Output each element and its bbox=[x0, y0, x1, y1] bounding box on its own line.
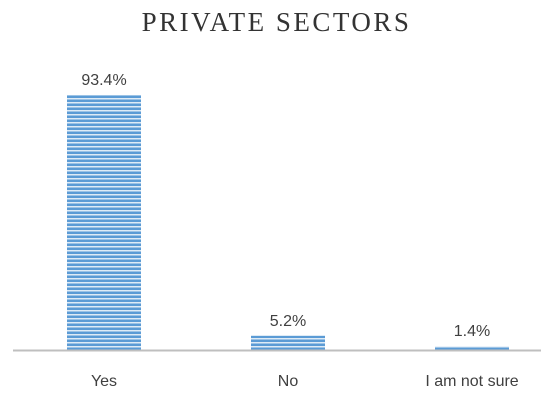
x-tick-label-no: No bbox=[278, 373, 299, 390]
bar-yes bbox=[67, 95, 141, 350]
chart-title: PRIVATE SECTORS bbox=[142, 7, 412, 37]
x-axis-tick-labels: Yes No I am not sure bbox=[91, 373, 519, 390]
bars-layer bbox=[67, 95, 509, 350]
data-label-i-am-not-sure: 1.4% bbox=[454, 323, 490, 340]
x-tick-label-yes: Yes bbox=[91, 373, 117, 390]
bar-no bbox=[251, 335, 325, 350]
x-tick-label-i-am-not-sure: I am not sure bbox=[425, 373, 518, 390]
data-labels-layer: 93.4% 5.2% 1.4% bbox=[81, 72, 490, 340]
bar-i-am-not-sure bbox=[435, 346, 509, 350]
data-label-no: 5.2% bbox=[270, 313, 306, 330]
data-label-yes: 93.4% bbox=[81, 72, 126, 89]
